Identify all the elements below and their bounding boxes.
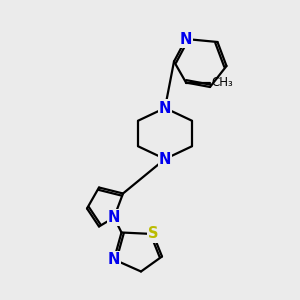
Text: N: N [159,100,171,116]
Text: S: S [148,226,158,242]
Text: N: N [159,152,171,166]
Text: CH₃: CH₃ [212,76,233,89]
Text: N: N [108,252,120,267]
Text: N: N [108,210,120,225]
Text: N: N [180,32,192,46]
